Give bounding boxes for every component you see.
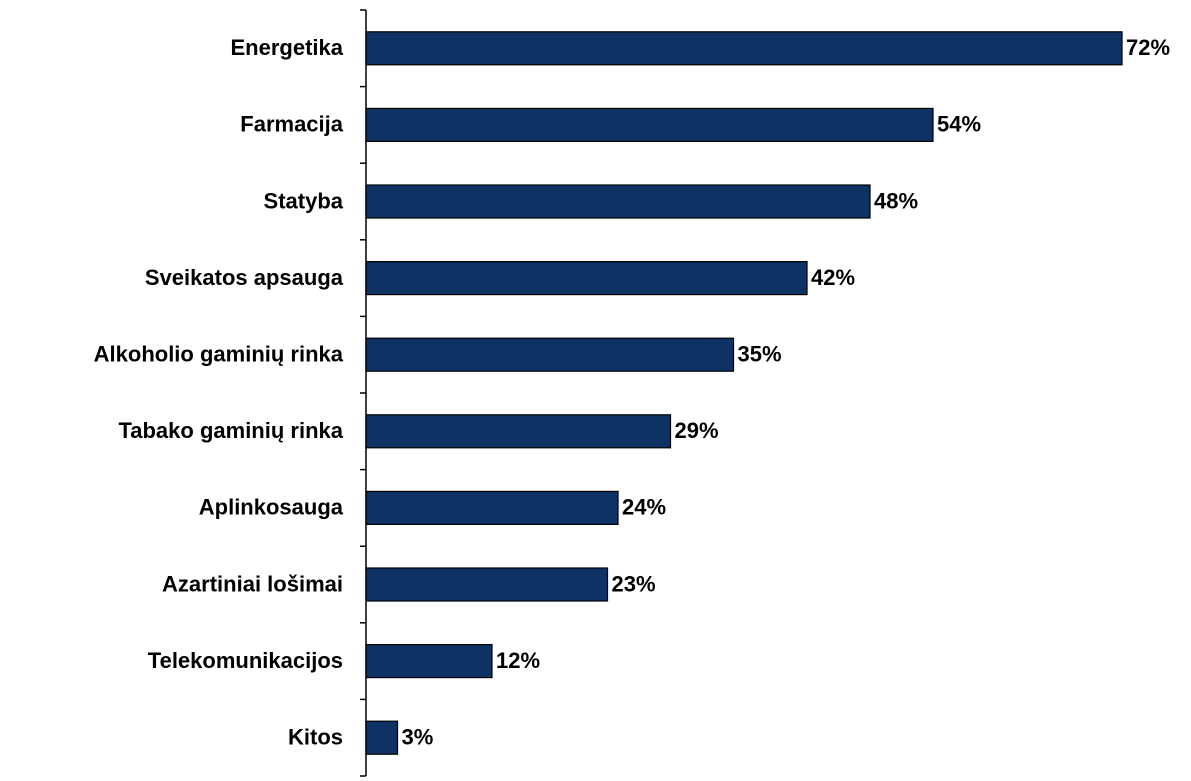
bar bbox=[365, 261, 808, 296]
bar bbox=[365, 567, 609, 602]
bar bbox=[365, 107, 934, 143]
category-label: Tabako gaminių rinka bbox=[118, 418, 343, 443]
bar bbox=[365, 337, 735, 372]
bar bbox=[365, 31, 1123, 66]
bar bbox=[365, 643, 493, 679]
category-label: Sveikatos apsauga bbox=[145, 265, 344, 290]
bar bbox=[365, 490, 619, 525]
value-label: 35% bbox=[738, 342, 782, 367]
value-label: 12% bbox=[496, 648, 540, 673]
value-label: 48% bbox=[874, 188, 918, 213]
category-label: Kitos bbox=[288, 725, 343, 750]
value-label: 23% bbox=[612, 571, 656, 596]
value-label: 72% bbox=[1126, 35, 1170, 60]
value-label: 3% bbox=[402, 725, 434, 750]
value-label: 42% bbox=[811, 265, 855, 290]
bar bbox=[365, 414, 672, 449]
category-label: Azartiniai lošimai bbox=[162, 571, 343, 596]
category-label: Alkoholio gaminių rinka bbox=[94, 342, 344, 367]
category-label: Farmacija bbox=[240, 112, 343, 137]
value-label: 24% bbox=[622, 495, 666, 520]
category-label: Telekomunikacijos bbox=[148, 648, 343, 673]
category-label: Energetika bbox=[231, 35, 344, 60]
category-label: Statyba bbox=[264, 188, 344, 213]
bar bbox=[365, 720, 399, 755]
value-label: 29% bbox=[675, 418, 719, 443]
value-label: 54% bbox=[937, 112, 981, 137]
bar bbox=[365, 184, 871, 219]
category-label: Aplinkosauga bbox=[199, 495, 344, 520]
